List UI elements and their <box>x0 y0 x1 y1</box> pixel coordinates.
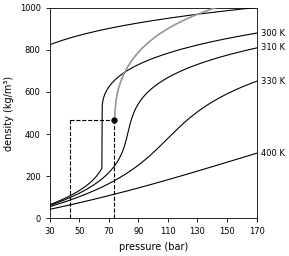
X-axis label: pressure (bar): pressure (bar) <box>118 242 188 252</box>
Text: 400 K: 400 K <box>261 149 285 158</box>
Text: 300 K: 300 K <box>261 29 285 38</box>
Y-axis label: density (kg/m³): density (kg/m³) <box>4 76 14 151</box>
Text: 310 K: 310 K <box>261 44 285 52</box>
Text: 330 K: 330 K <box>261 77 285 86</box>
